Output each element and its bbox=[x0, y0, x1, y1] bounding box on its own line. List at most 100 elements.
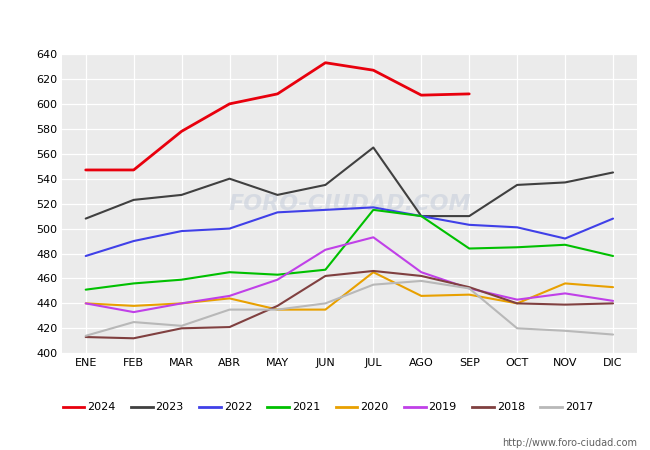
2023 bbox=[274, 192, 281, 198]
Line: 2019: 2019 bbox=[86, 237, 613, 312]
2019 bbox=[130, 310, 138, 315]
2017 bbox=[514, 326, 521, 331]
2017 bbox=[274, 307, 281, 312]
2023 bbox=[322, 182, 330, 188]
2023 bbox=[465, 213, 473, 219]
2023 bbox=[226, 176, 233, 181]
2018 bbox=[417, 273, 425, 279]
2019 bbox=[514, 297, 521, 302]
Text: FORO-CIUDAD.COM: FORO-CIUDAD.COM bbox=[228, 194, 471, 214]
Text: 2020: 2020 bbox=[360, 402, 389, 412]
Text: 2022: 2022 bbox=[224, 402, 252, 412]
2018 bbox=[322, 273, 330, 279]
Line: 2024: 2024 bbox=[86, 63, 469, 170]
2021 bbox=[465, 246, 473, 251]
2023 bbox=[369, 145, 377, 150]
2021 bbox=[609, 253, 617, 259]
2017 bbox=[465, 286, 473, 291]
2017 bbox=[369, 282, 377, 288]
Text: 2017: 2017 bbox=[565, 402, 593, 412]
2024 bbox=[465, 91, 473, 97]
Text: 2018: 2018 bbox=[497, 402, 525, 412]
Text: Afiliados en Grijota a 30/9/2024: Afiliados en Grijota a 30/9/2024 bbox=[182, 14, 468, 33]
2018 bbox=[130, 336, 138, 341]
2022 bbox=[274, 210, 281, 215]
2021 bbox=[226, 270, 233, 275]
Text: 2024: 2024 bbox=[87, 402, 116, 412]
2023 bbox=[82, 216, 90, 221]
2018 bbox=[514, 301, 521, 306]
2018 bbox=[82, 334, 90, 340]
2022 bbox=[130, 238, 138, 244]
2018 bbox=[465, 284, 473, 290]
2024 bbox=[417, 92, 425, 98]
2020 bbox=[514, 301, 521, 306]
Text: 2021: 2021 bbox=[292, 402, 320, 412]
Line: 2017: 2017 bbox=[86, 281, 613, 336]
2024 bbox=[82, 167, 90, 173]
2022 bbox=[465, 222, 473, 228]
Text: 2023: 2023 bbox=[155, 402, 184, 412]
2019 bbox=[369, 234, 377, 240]
2017 bbox=[609, 332, 617, 337]
2020 bbox=[130, 303, 138, 309]
2020 bbox=[226, 296, 233, 301]
2019 bbox=[82, 301, 90, 306]
2018 bbox=[609, 301, 617, 306]
2019 bbox=[417, 270, 425, 275]
2024 bbox=[369, 68, 377, 73]
2020 bbox=[465, 292, 473, 297]
2019 bbox=[322, 247, 330, 252]
2024 bbox=[274, 91, 281, 97]
2020 bbox=[274, 307, 281, 312]
2017 bbox=[322, 301, 330, 306]
2020 bbox=[561, 281, 569, 286]
2021 bbox=[130, 281, 138, 286]
2020 bbox=[322, 307, 330, 312]
2022 bbox=[82, 253, 90, 259]
2023 bbox=[177, 192, 185, 198]
2021 bbox=[82, 287, 90, 292]
2017 bbox=[177, 323, 185, 328]
2018 bbox=[177, 326, 185, 331]
2023 bbox=[561, 180, 569, 185]
2023 bbox=[417, 213, 425, 219]
2023 bbox=[609, 170, 617, 175]
2020 bbox=[177, 301, 185, 306]
2019 bbox=[609, 298, 617, 304]
Line: 2020: 2020 bbox=[86, 272, 613, 310]
2017 bbox=[130, 320, 138, 325]
2024 bbox=[322, 60, 330, 65]
2019 bbox=[226, 293, 233, 299]
2024 bbox=[177, 129, 185, 134]
2017 bbox=[82, 333, 90, 338]
2019 bbox=[465, 286, 473, 291]
2023 bbox=[514, 182, 521, 188]
2021 bbox=[177, 277, 185, 283]
2021 bbox=[561, 242, 569, 248]
2018 bbox=[274, 303, 281, 309]
Line: 2018: 2018 bbox=[86, 271, 613, 338]
2019 bbox=[177, 301, 185, 306]
Line: 2022: 2022 bbox=[86, 207, 613, 256]
2021 bbox=[417, 213, 425, 219]
2021 bbox=[369, 207, 377, 212]
2019 bbox=[561, 291, 569, 296]
2020 bbox=[82, 301, 90, 306]
2024 bbox=[130, 167, 138, 173]
Line: 2023: 2023 bbox=[86, 148, 613, 219]
2017 bbox=[226, 307, 233, 312]
2020 bbox=[369, 270, 377, 275]
2018 bbox=[226, 324, 233, 330]
Line: 2021: 2021 bbox=[86, 210, 613, 290]
2022 bbox=[514, 225, 521, 230]
2022 bbox=[561, 236, 569, 241]
Text: http://www.foro-ciudad.com: http://www.foro-ciudad.com bbox=[502, 438, 637, 448]
2019 bbox=[274, 277, 281, 283]
2017 bbox=[417, 278, 425, 284]
2022 bbox=[226, 226, 233, 231]
2018 bbox=[561, 302, 569, 307]
2022 bbox=[322, 207, 330, 212]
2022 bbox=[609, 216, 617, 221]
Text: 2019: 2019 bbox=[428, 402, 457, 412]
